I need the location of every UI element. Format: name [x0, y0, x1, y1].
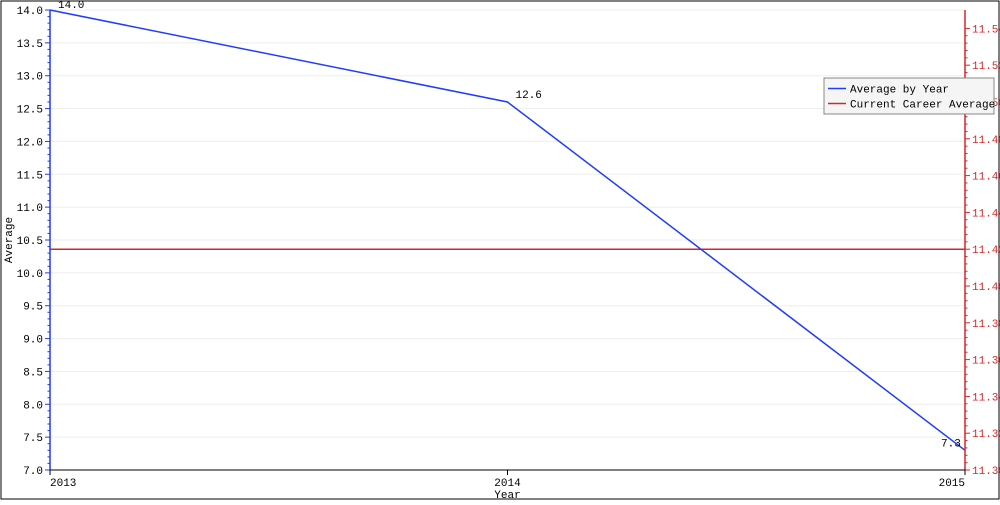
point-label: 7.3 [941, 438, 961, 450]
legend-label: Current Career Average [850, 100, 995, 112]
x-tick-label: 2015 [939, 478, 965, 490]
y-tick-label-right: 11.52 [972, 61, 1000, 73]
y-tick-label-left: 7.0 [23, 466, 43, 478]
y-tick-label-left: 12.5 [17, 105, 43, 117]
y-tick-label-left: 11.0 [17, 203, 43, 215]
y-tick-label-right: 11.40 [972, 282, 1000, 294]
y-tick-label-left: 12.0 [17, 137, 43, 149]
y-tick-label-right: 11.48 [972, 135, 1000, 147]
y-tick-label-right: 11.32 [972, 429, 1000, 441]
legend-label: Average by Year [850, 85, 949, 97]
y-tick-label-left: 11.5 [17, 170, 43, 182]
x-tick-label: 2013 [50, 478, 76, 490]
y-tick-label-left: 7.5 [23, 433, 43, 445]
y-tick-label-left: 14.0 [17, 6, 43, 18]
y-tick-label-left: 9.0 [23, 335, 43, 347]
y-tick-label-right: 11.38 [972, 319, 1000, 331]
y-tick-label-right: 11.34 [972, 392, 1000, 404]
y-tick-label-right: 11.46 [972, 172, 1000, 184]
y-tick-label-left: 10.0 [17, 269, 43, 281]
x-axis-title: Year [494, 490, 520, 500]
y-tick-label-left: 8.0 [23, 400, 43, 412]
y-tick-label-right: 11.42 [972, 245, 1000, 257]
y-tick-label-left: 8.5 [23, 367, 43, 379]
y-tick-label-right: 11.30 [972, 466, 1000, 478]
y-tick-label-right: 11.44 [972, 208, 1000, 220]
y-tick-label-left: 13.0 [17, 72, 43, 84]
y-tick-label-right: 11.54 [972, 24, 1000, 36]
y-tick-label-right: 11.36 [972, 356, 1000, 368]
point-label: 12.6 [516, 90, 542, 102]
y-tick-label-left: 10.5 [17, 236, 43, 248]
y-axis-title: Average [4, 217, 16, 263]
chart-container: 14.0 12.6 7.3 7.0 7.5 8.0 8.5 9.0 9.5 10.0 10.5 11.… [0, 0, 1000, 500]
y-tick-label-left: 13.5 [17, 39, 43, 51]
y-tick-label-left: 9.5 [23, 302, 43, 314]
point-label: 14.0 [58, 0, 84, 12]
x-tick-label: 2014 [494, 478, 521, 490]
line-chart: 14.0 12.6 7.3 7.0 7.5 8.0 8.5 9.0 9.5 10.0 10.5 11.… [0, 0, 1000, 500]
